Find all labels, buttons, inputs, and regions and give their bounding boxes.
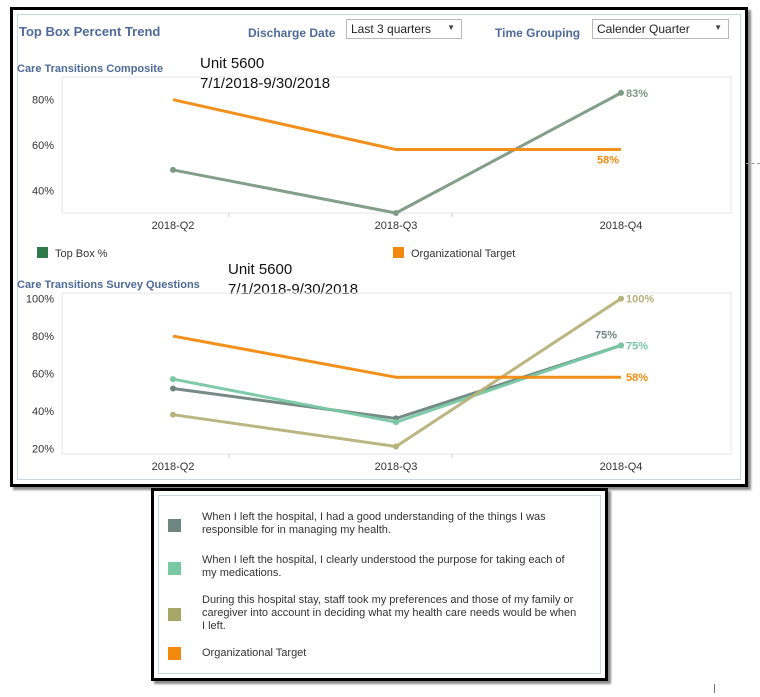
y-tick-label: 40% — [32, 185, 54, 197]
legend-label: Organizational Target — [411, 248, 515, 260]
data-point — [393, 419, 399, 426]
x-tick-label: 2018-Q3 — [375, 461, 418, 473]
data-label: 100% — [626, 294, 654, 306]
chevron-down-icon: ▼ — [447, 23, 455, 32]
time-grouping-value: Calender Quarter — [597, 22, 690, 36]
survey-legend-panel: When I left the hospital, I had a good u… — [151, 488, 608, 681]
composite-line-chart: 80% 60% 40% 2018-Q2 2018-Q3 2018-Q4 83% 58% Top … — [32, 76, 732, 260]
legend-swatch-target — [168, 647, 181, 660]
composite-date-range: 7/1/2018-9/30/2018 — [200, 75, 331, 92]
survey-unit-note: Unit 5600 7/1/2018-9/30/2018 — [228, 260, 358, 300]
series-line — [172, 343, 622, 424]
survey-chart-title: Care Transitions Survey Questions — [17, 279, 200, 291]
legend-swatch — [37, 247, 48, 258]
data-point — [393, 210, 399, 216]
legend-label: Top Box % — [55, 248, 108, 260]
data-label: 75% — [626, 340, 648, 352]
y-tick-label: 80% — [32, 331, 54, 343]
y-tick-label: 100% — [26, 294, 54, 306]
x-tick-label: 2018-Q2 — [152, 220, 195, 232]
y-tick-label: 20% — [32, 443, 54, 455]
survey-unit-name: Unit 5600 — [228, 261, 293, 278]
chevron-down-icon: ▼ — [714, 23, 722, 32]
x-tick-label: 2018-Q4 — [600, 461, 643, 473]
discharge-date-select[interactable]: Last 3 quarters ▼ — [346, 19, 462, 39]
data-point — [170, 166, 176, 173]
stray-tick-mark — [714, 684, 715, 693]
legend-label-q1: When I left the hospital, I had a good u… — [202, 511, 546, 536]
survey-legend-frame — [158, 495, 601, 674]
legend-label-q2: When I left the hospital, I clearly unde… — [202, 554, 565, 579]
trend-panel: Top Box Percent Trend Discharge Date Las… — [10, 7, 748, 487]
data-point — [618, 89, 624, 96]
y-tick-label: 60% — [32, 369, 54, 381]
y-tick-label: 60% — [32, 140, 54, 152]
legend-swatch — [393, 247, 404, 258]
discharge-date-label: Discharge Date — [248, 26, 336, 40]
survey-date-range: 7/1/2018-9/30/2018 — [228, 281, 359, 298]
legend-swatch-q1 — [168, 519, 181, 532]
legend-swatch-q3 — [168, 608, 181, 621]
page-title: Top Box Percent Trend — [19, 24, 161, 39]
composite-unit-name: Unit 5600 — [200, 55, 265, 72]
x-tick-label: 2018-Q4 — [600, 220, 643, 232]
data-label: 83% — [626, 88, 648, 100]
y-tick-label: 80% — [32, 95, 54, 107]
survey-line-chart: 100% 80% 60% 40% 20% 2018-Q2 2018-Q3 2018-Q4 75%… — [26, 292, 732, 473]
data-point — [170, 411, 176, 418]
series-line — [172, 343, 622, 420]
x-tick-label: 2018-Q2 — [152, 461, 195, 473]
composite-chart-title: Care Transitions Composite — [17, 63, 164, 75]
y-tick-label: 40% — [32, 406, 54, 418]
time-grouping-select[interactable]: Calender Quarter ▼ — [592, 19, 729, 39]
data-point — [618, 342, 624, 349]
legend-swatch-q2 — [168, 562, 181, 575]
data-label: 58% — [597, 155, 619, 167]
data-label: 58% — [626, 372, 648, 384]
discharge-date-value: Last 3 quarters — [351, 22, 432, 36]
trend-panel-frame — [17, 14, 741, 480]
composite-unit-note: Unit 5600 7/1/2018-9/30/2018 — [200, 54, 330, 94]
x-tick-label: 2018-Q3 — [375, 220, 418, 232]
legend-label-target: Organizational Target — [202, 647, 307, 659]
legend-label-q3: During this hospital stay, staff took my… — [202, 594, 577, 632]
data-point — [170, 376, 176, 383]
time-grouping-label: Time Grouping — [495, 26, 581, 40]
series-line — [172, 98, 621, 152]
plot-area — [61, 292, 732, 455]
data-label: 75% — [595, 329, 617, 341]
data-point — [170, 385, 176, 392]
data-point — [618, 295, 624, 302]
data-point — [393, 443, 399, 450]
series-line — [172, 334, 621, 379]
dashed-divider — [746, 163, 760, 164]
